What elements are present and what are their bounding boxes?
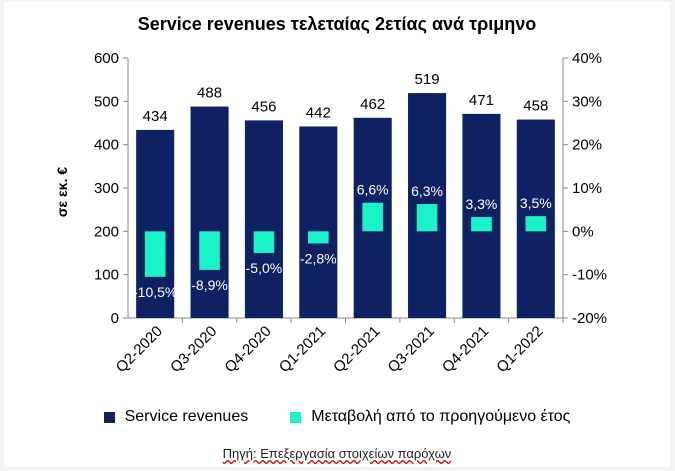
revenue-bar xyxy=(190,106,229,319)
change-bar xyxy=(307,231,329,244)
chart-frame: Service revenues τελεταίας 2ετίας ανά τρ… xyxy=(4,2,670,467)
change-data-label: -10,5% xyxy=(133,284,177,300)
x-tick-label: Q1-2022 xyxy=(493,323,546,376)
change-data-label: -5,0% xyxy=(246,260,283,276)
change-data-label: 6,3% xyxy=(411,183,443,199)
change-data-label: 3,5% xyxy=(520,195,552,211)
revenue-data-label: 488 xyxy=(197,85,222,102)
y-tick-label: 500 xyxy=(94,93,119,110)
legend-item-revenues: Service revenues xyxy=(103,408,249,426)
change-bar xyxy=(471,217,492,232)
revenue-bar xyxy=(462,113,501,319)
chart-title: Service revenues τελεταίας 2ετίας ανά τρ… xyxy=(137,14,537,34)
y2-tick-label: 30% xyxy=(572,93,602,110)
legend-label-change: Μεταβολή από το προηγούμενο έτος xyxy=(311,408,571,425)
revenue-data-label: 462 xyxy=(360,96,385,113)
bar-chart: 0 100 200 300 400 500 600 -20% -10% 0% 10% 20% 30% 40… xyxy=(94,50,607,376)
x-tick-label: Q2-2020 xyxy=(113,323,166,376)
legend: Service revenues Μεταβολή από το προηγού… xyxy=(4,408,670,426)
revenue-data-label: 434 xyxy=(143,108,168,125)
y-tick-label: 400 xyxy=(94,137,119,154)
change-bar xyxy=(253,231,275,253)
change-bar xyxy=(416,204,438,232)
x-tick-label: Q3-2020 xyxy=(167,323,220,376)
y-tick-label: 0 xyxy=(111,310,119,327)
x-tick-label: Q3-2021 xyxy=(385,323,438,376)
revenue-data-label: 456 xyxy=(251,98,276,115)
y-tick-label: 600 xyxy=(94,50,119,67)
change-bar xyxy=(525,216,547,232)
source-note: Πηγή: Επεξεργασία στοιχείων παρόχων xyxy=(4,446,670,461)
y2-tick-label: 40% xyxy=(572,50,602,67)
x-tick-label: Q4-2020 xyxy=(221,323,274,376)
revenue-data-label: 519 xyxy=(415,71,440,88)
revenue-data-label: 458 xyxy=(523,98,548,115)
y-tick-label: 200 xyxy=(94,223,119,240)
y-tick-label: 100 xyxy=(94,267,119,284)
legend-item-change: Μεταβολή από το προηγούμενο έτος xyxy=(290,408,570,426)
legend-label-revenues: Service revenues xyxy=(124,408,249,425)
x-tick-label: Q1-2021 xyxy=(276,323,329,376)
x-tick-label: Q2-2021 xyxy=(330,323,383,376)
change-data-label: 6,6% xyxy=(357,182,389,198)
revenue-bar xyxy=(244,120,283,319)
change-data-label: -2,8% xyxy=(300,250,337,266)
y2-tick-label: 20% xyxy=(572,137,602,154)
legend-swatch-change xyxy=(290,411,302,423)
change-bar xyxy=(199,231,220,270)
y2-tick-label: 0% xyxy=(572,223,594,240)
legend-swatch-revenues xyxy=(103,411,115,423)
revenue-data-label: 471 xyxy=(469,92,494,109)
y-tick-label: 300 xyxy=(94,180,119,197)
y2-tick-label: 10% xyxy=(572,180,602,197)
revenue-bar xyxy=(299,126,338,318)
change-bar xyxy=(362,202,384,232)
revenue-data-label: 442 xyxy=(306,104,331,121)
source-text: Πηγή: Επεξεργασία στοιχείων παρόχων xyxy=(222,446,452,461)
change-bar xyxy=(144,231,166,277)
y2-tick-label: -10% xyxy=(572,267,607,284)
y2-tick-label: -20% xyxy=(572,310,607,327)
change-data-label: 3,3% xyxy=(465,196,497,212)
change-data-label: -8,9% xyxy=(191,277,228,293)
revenue-bar xyxy=(136,129,175,318)
x-tick-label: Q4-2021 xyxy=(439,323,492,376)
